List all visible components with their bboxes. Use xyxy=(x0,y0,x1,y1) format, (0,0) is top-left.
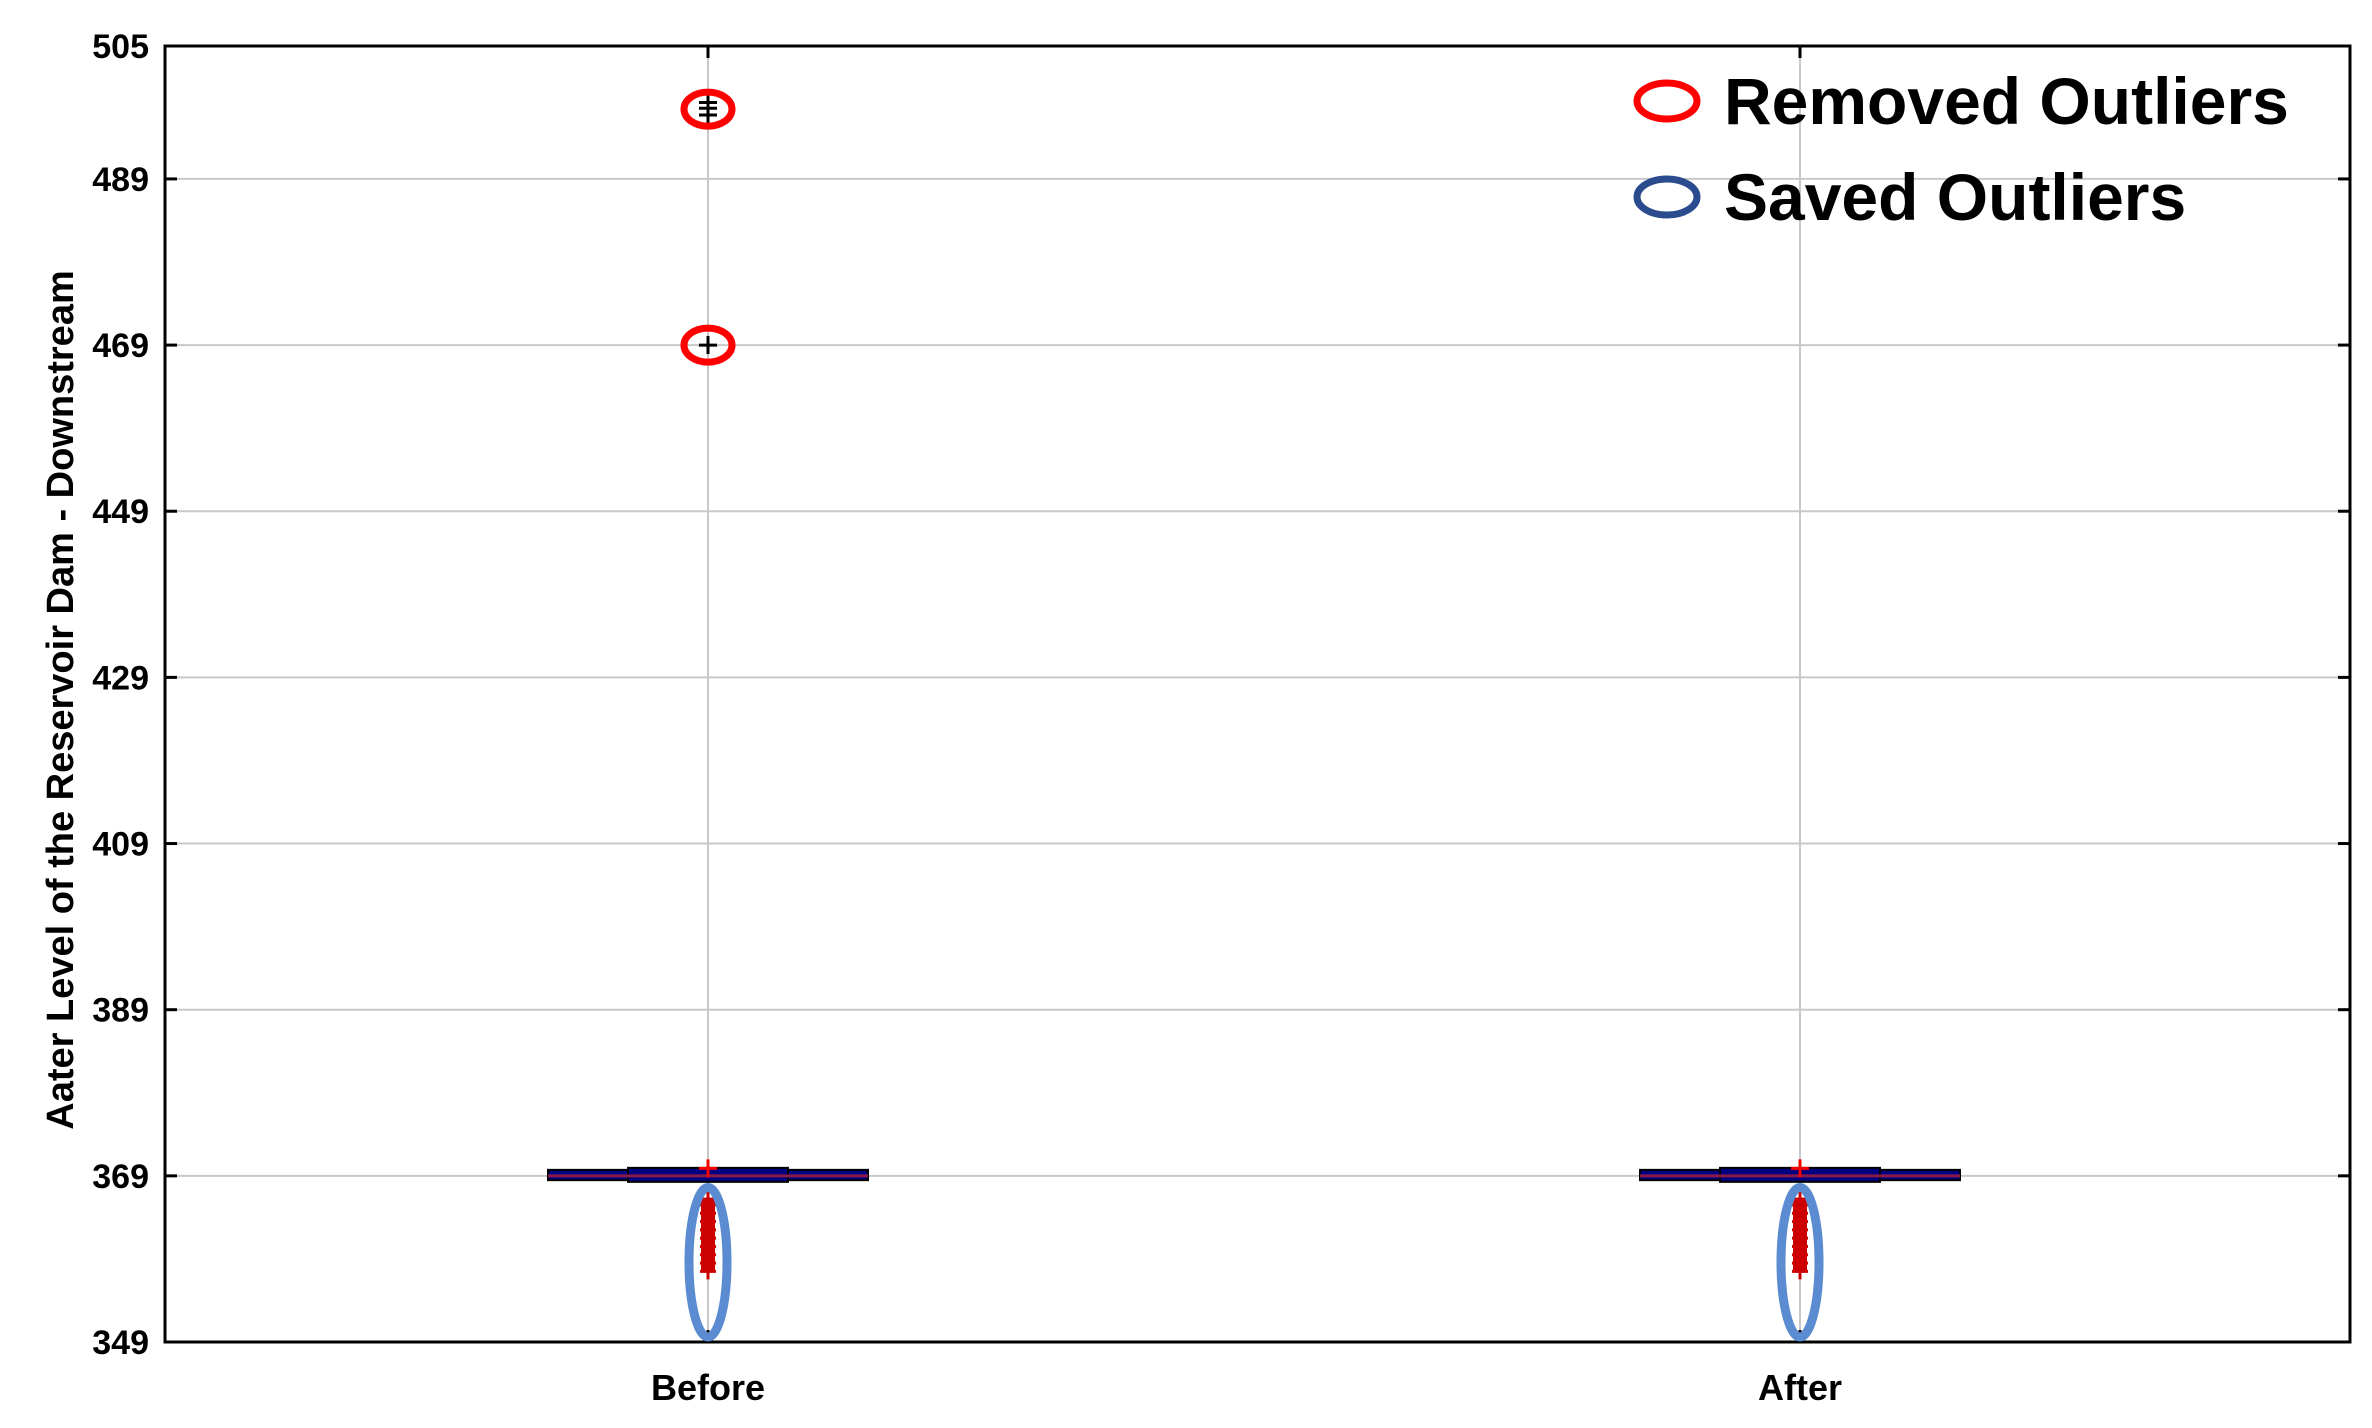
x-axis: Before After xyxy=(651,1367,1842,1408)
saved-outlier-marker xyxy=(1776,1182,1824,1342)
y-tick-label: 389 xyxy=(92,992,149,1030)
y-tick-label: 489 xyxy=(92,161,149,199)
y-tick-label: 429 xyxy=(92,659,149,697)
y-axis: 349 369 389 409 429 449 469 489 505 xyxy=(92,28,2350,1362)
outlier-cluster xyxy=(701,1199,715,1272)
y-tick-label: 505 xyxy=(92,28,149,66)
legend: Removed Outliers Saved Outliers xyxy=(1633,64,2289,234)
y-tick-label: 449 xyxy=(92,493,149,531)
outlier-cluster xyxy=(1793,1199,1807,1272)
boxes-layer xyxy=(547,93,1961,1280)
x-category-label: After xyxy=(1758,1367,1842,1408)
legend-saved-label: Saved Outliers xyxy=(1724,160,2186,234)
y-tick-label: 469 xyxy=(92,327,149,365)
legend-removed-label: Removed Outliers xyxy=(1724,64,2289,138)
y-tick-label: 409 xyxy=(92,826,149,864)
y-axis-label: Aater Level of the Reservoir Dam - Downs… xyxy=(40,270,82,1130)
removed-outlier-marker xyxy=(680,324,736,366)
legend-removed-marker xyxy=(1633,79,1701,123)
legend-saved-marker xyxy=(1633,175,1701,219)
removed-outlier-marker xyxy=(680,88,736,130)
annotations-layer xyxy=(680,88,1824,1342)
y-tick-label: 369 xyxy=(92,1158,149,1196)
y-tick-label: 349 xyxy=(92,1324,149,1362)
plot-frame xyxy=(163,44,2352,1344)
grid-layer xyxy=(165,46,2350,1342)
saved-outlier-marker xyxy=(684,1182,732,1342)
x-category-label: Before xyxy=(651,1367,765,1408)
